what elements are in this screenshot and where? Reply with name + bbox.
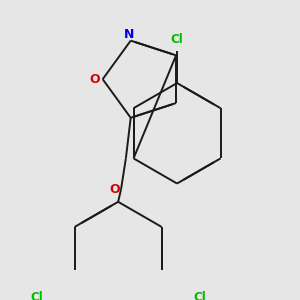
Text: Cl: Cl <box>194 291 206 300</box>
Text: O: O <box>90 73 100 86</box>
Text: N: N <box>124 28 134 41</box>
Text: Cl: Cl <box>30 291 43 300</box>
Text: O: O <box>109 183 120 196</box>
Text: Cl: Cl <box>171 33 183 46</box>
